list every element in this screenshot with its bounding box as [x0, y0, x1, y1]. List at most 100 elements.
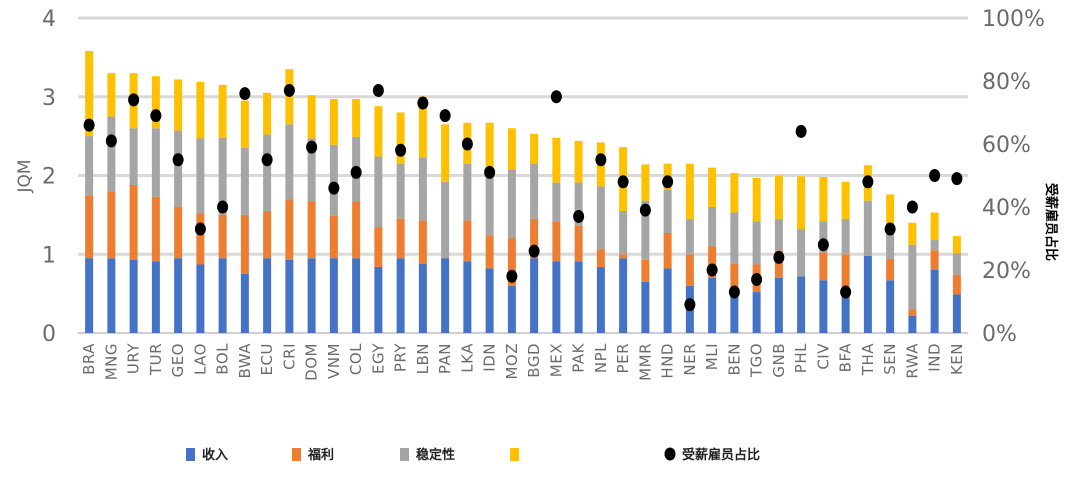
- x-tick-label: NPL: [592, 343, 610, 373]
- x-tick-label: KEN: [948, 343, 966, 375]
- bar-segment-2: [507, 238, 516, 286]
- x-tick-label: PAN: [436, 343, 454, 374]
- bar-segment-3: [663, 189, 672, 233]
- scatter-point: [239, 87, 251, 101]
- x-tick-label: BFA: [837, 343, 855, 373]
- bar-segment-1: [530, 258, 539, 333]
- scatter-point: [528, 244, 540, 258]
- bar-segment-2: [663, 232, 672, 269]
- bar-segment-2: [552, 221, 561, 262]
- scatter-point: [662, 175, 674, 189]
- bar-segment-2: [574, 225, 583, 262]
- scatter-point: [595, 153, 607, 167]
- right-axis-title: 受薪雇员占比: [1043, 183, 1059, 261]
- scatter-point: [639, 203, 651, 217]
- scatter-point: [172, 153, 184, 167]
- bar-segment-3: [886, 223, 895, 259]
- bar-segment-2: [819, 252, 828, 281]
- x-tick-label: TGO: [748, 343, 766, 378]
- legend-swatch: [292, 448, 301, 461]
- bar-segment-3: [530, 163, 539, 219]
- x-tick-label: MNG: [102, 343, 120, 380]
- bar-segment-1: [196, 264, 205, 333]
- bar-segment-3: [374, 156, 383, 228]
- bar-segment-3: [329, 144, 338, 216]
- bar-segment-3: [463, 163, 472, 221]
- scatter-point: [261, 153, 273, 167]
- bar-segment-2: [886, 258, 895, 281]
- bar-segment-1: [574, 261, 583, 333]
- bar-segment-3: [174, 130, 183, 207]
- legend-swatch: [510, 448, 519, 461]
- bar-segment-1: [619, 258, 628, 333]
- bar-segment-4: [774, 175, 783, 219]
- bar-segment-3: [819, 221, 828, 253]
- scatter-point: [884, 222, 896, 236]
- bar-segment-2: [708, 246, 717, 278]
- bar-segment-2: [952, 274, 961, 295]
- scatter-point: [684, 298, 696, 312]
- x-tick-label: MEX: [547, 343, 565, 377]
- scatter-point: [217, 200, 229, 214]
- bar-segment-4: [752, 177, 761, 222]
- bar-segment-2: [218, 214, 227, 259]
- bar-segment-2: [85, 195, 94, 259]
- bar-segment-1: [797, 276, 806, 333]
- x-tick-label: DOM: [303, 343, 321, 381]
- bar-segment-3: [797, 229, 806, 277]
- x-axis-ticks: BRA MNG URY TUR GEO LAO BOL BWA ECU CRI DOM VNM COL E…: [80, 342, 966, 380]
- bar-segment-4: [352, 99, 361, 137]
- x-tick-label: SEN: [881, 343, 899, 375]
- bar-segment-2: [641, 259, 650, 282]
- bar-segment-1: [374, 266, 383, 333]
- bar-segment-4: [441, 124, 450, 182]
- bar-segment-2: [485, 235, 494, 269]
- x-tick-label: BEN: [725, 343, 743, 376]
- bar-segment-1: [596, 266, 605, 333]
- bar-segment-1: [663, 268, 672, 333]
- x-tick-label: IND: [926, 343, 944, 372]
- bar-segment-4: [196, 81, 205, 139]
- bar-segment-3: [240, 147, 249, 215]
- scatter-point: [840, 285, 852, 299]
- legend-label: 福利: [307, 447, 334, 463]
- bar-segment-3: [752, 221, 761, 265]
- bar-segment-2: [685, 254, 694, 286]
- bar-segment-3: [129, 128, 138, 185]
- x-tick-label: EGY: [369, 343, 387, 374]
- scatter-point: [283, 83, 295, 97]
- scatter-point: [795, 124, 807, 138]
- bar-segment-3: [396, 163, 405, 219]
- y-tick-label: 2: [42, 165, 56, 190]
- scatter-point: [929, 169, 941, 182]
- bar-segment-1: [329, 258, 338, 333]
- x-tick-label: MLI: [703, 343, 721, 370]
- bar-segment-2: [463, 220, 472, 262]
- x-tick-label: IDN: [481, 343, 499, 372]
- legend-swatch: [186, 448, 195, 461]
- scatter-point: [817, 238, 829, 252]
- bar-segment-3: [418, 157, 427, 221]
- legend-label: 稳定性: [416, 447, 455, 463]
- bar-segment-4: [107, 73, 116, 117]
- bar-segment-3: [485, 176, 494, 236]
- bar-segment-3: [263, 134, 272, 211]
- x-tick-label: CIV: [814, 343, 832, 370]
- bar-segment-3: [596, 186, 605, 250]
- bar-segment-2: [530, 218, 539, 259]
- x-tick-label: RWA: [903, 343, 921, 379]
- bar-segment-4: [641, 164, 650, 201]
- scatter-point: [951, 172, 963, 186]
- bar-segment-3: [908, 244, 917, 310]
- scatter-point: [506, 269, 518, 283]
- bar-segment-1: [930, 270, 939, 333]
- scatter-point: [150, 109, 162, 123]
- bar-segment-4: [819, 177, 828, 222]
- right-tick-label: 40%: [982, 196, 1031, 221]
- right-tick-label: 20%: [982, 259, 1031, 284]
- bar-segment-3: [730, 212, 739, 264]
- bar-segment-4: [240, 100, 249, 148]
- bar-segment-2: [418, 220, 427, 264]
- bar-segment-1: [485, 268, 494, 333]
- right-tick-label: 80%: [982, 70, 1031, 95]
